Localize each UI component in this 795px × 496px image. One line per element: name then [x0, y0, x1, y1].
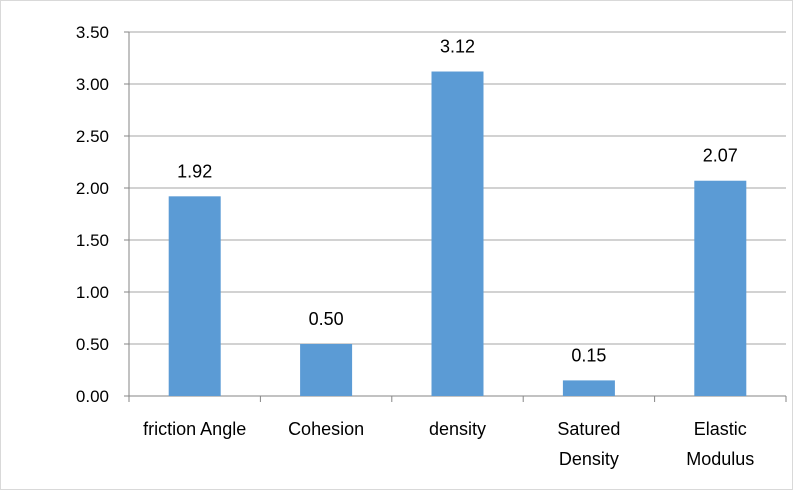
- category-label: Satured: [557, 419, 620, 439]
- category-label: Density: [559, 449, 619, 469]
- y-tick-label: 3.00: [76, 75, 109, 94]
- data-label: 0.50: [309, 309, 344, 329]
- y-tick-label: 0.00: [76, 387, 109, 406]
- data-label: 0.15: [571, 345, 606, 365]
- y-tick-label: 3.50: [76, 23, 109, 42]
- category-label: Cohesion: [288, 419, 364, 439]
- y-tick-label: 1.50: [76, 231, 109, 250]
- bar: [300, 344, 353, 396]
- data-label: 2.07: [703, 146, 738, 166]
- y-tick-label: 2.50: [76, 127, 109, 146]
- y-tick-label: 2.00: [76, 179, 109, 198]
- data-label: 3.12: [440, 37, 475, 57]
- y-tick-label: 0.50: [76, 335, 109, 354]
- category-label: Modulus: [686, 449, 754, 469]
- category-label: friction Angle: [143, 419, 246, 439]
- bar: [694, 180, 747, 396]
- bar: [562, 380, 615, 396]
- bar: [431, 71, 484, 397]
- category-label: density: [429, 419, 486, 439]
- bar: [168, 196, 221, 396]
- data-label: 1.92: [177, 161, 212, 181]
- category-label: Elastic: [694, 419, 747, 439]
- y-tick-label: 1.00: [76, 283, 109, 302]
